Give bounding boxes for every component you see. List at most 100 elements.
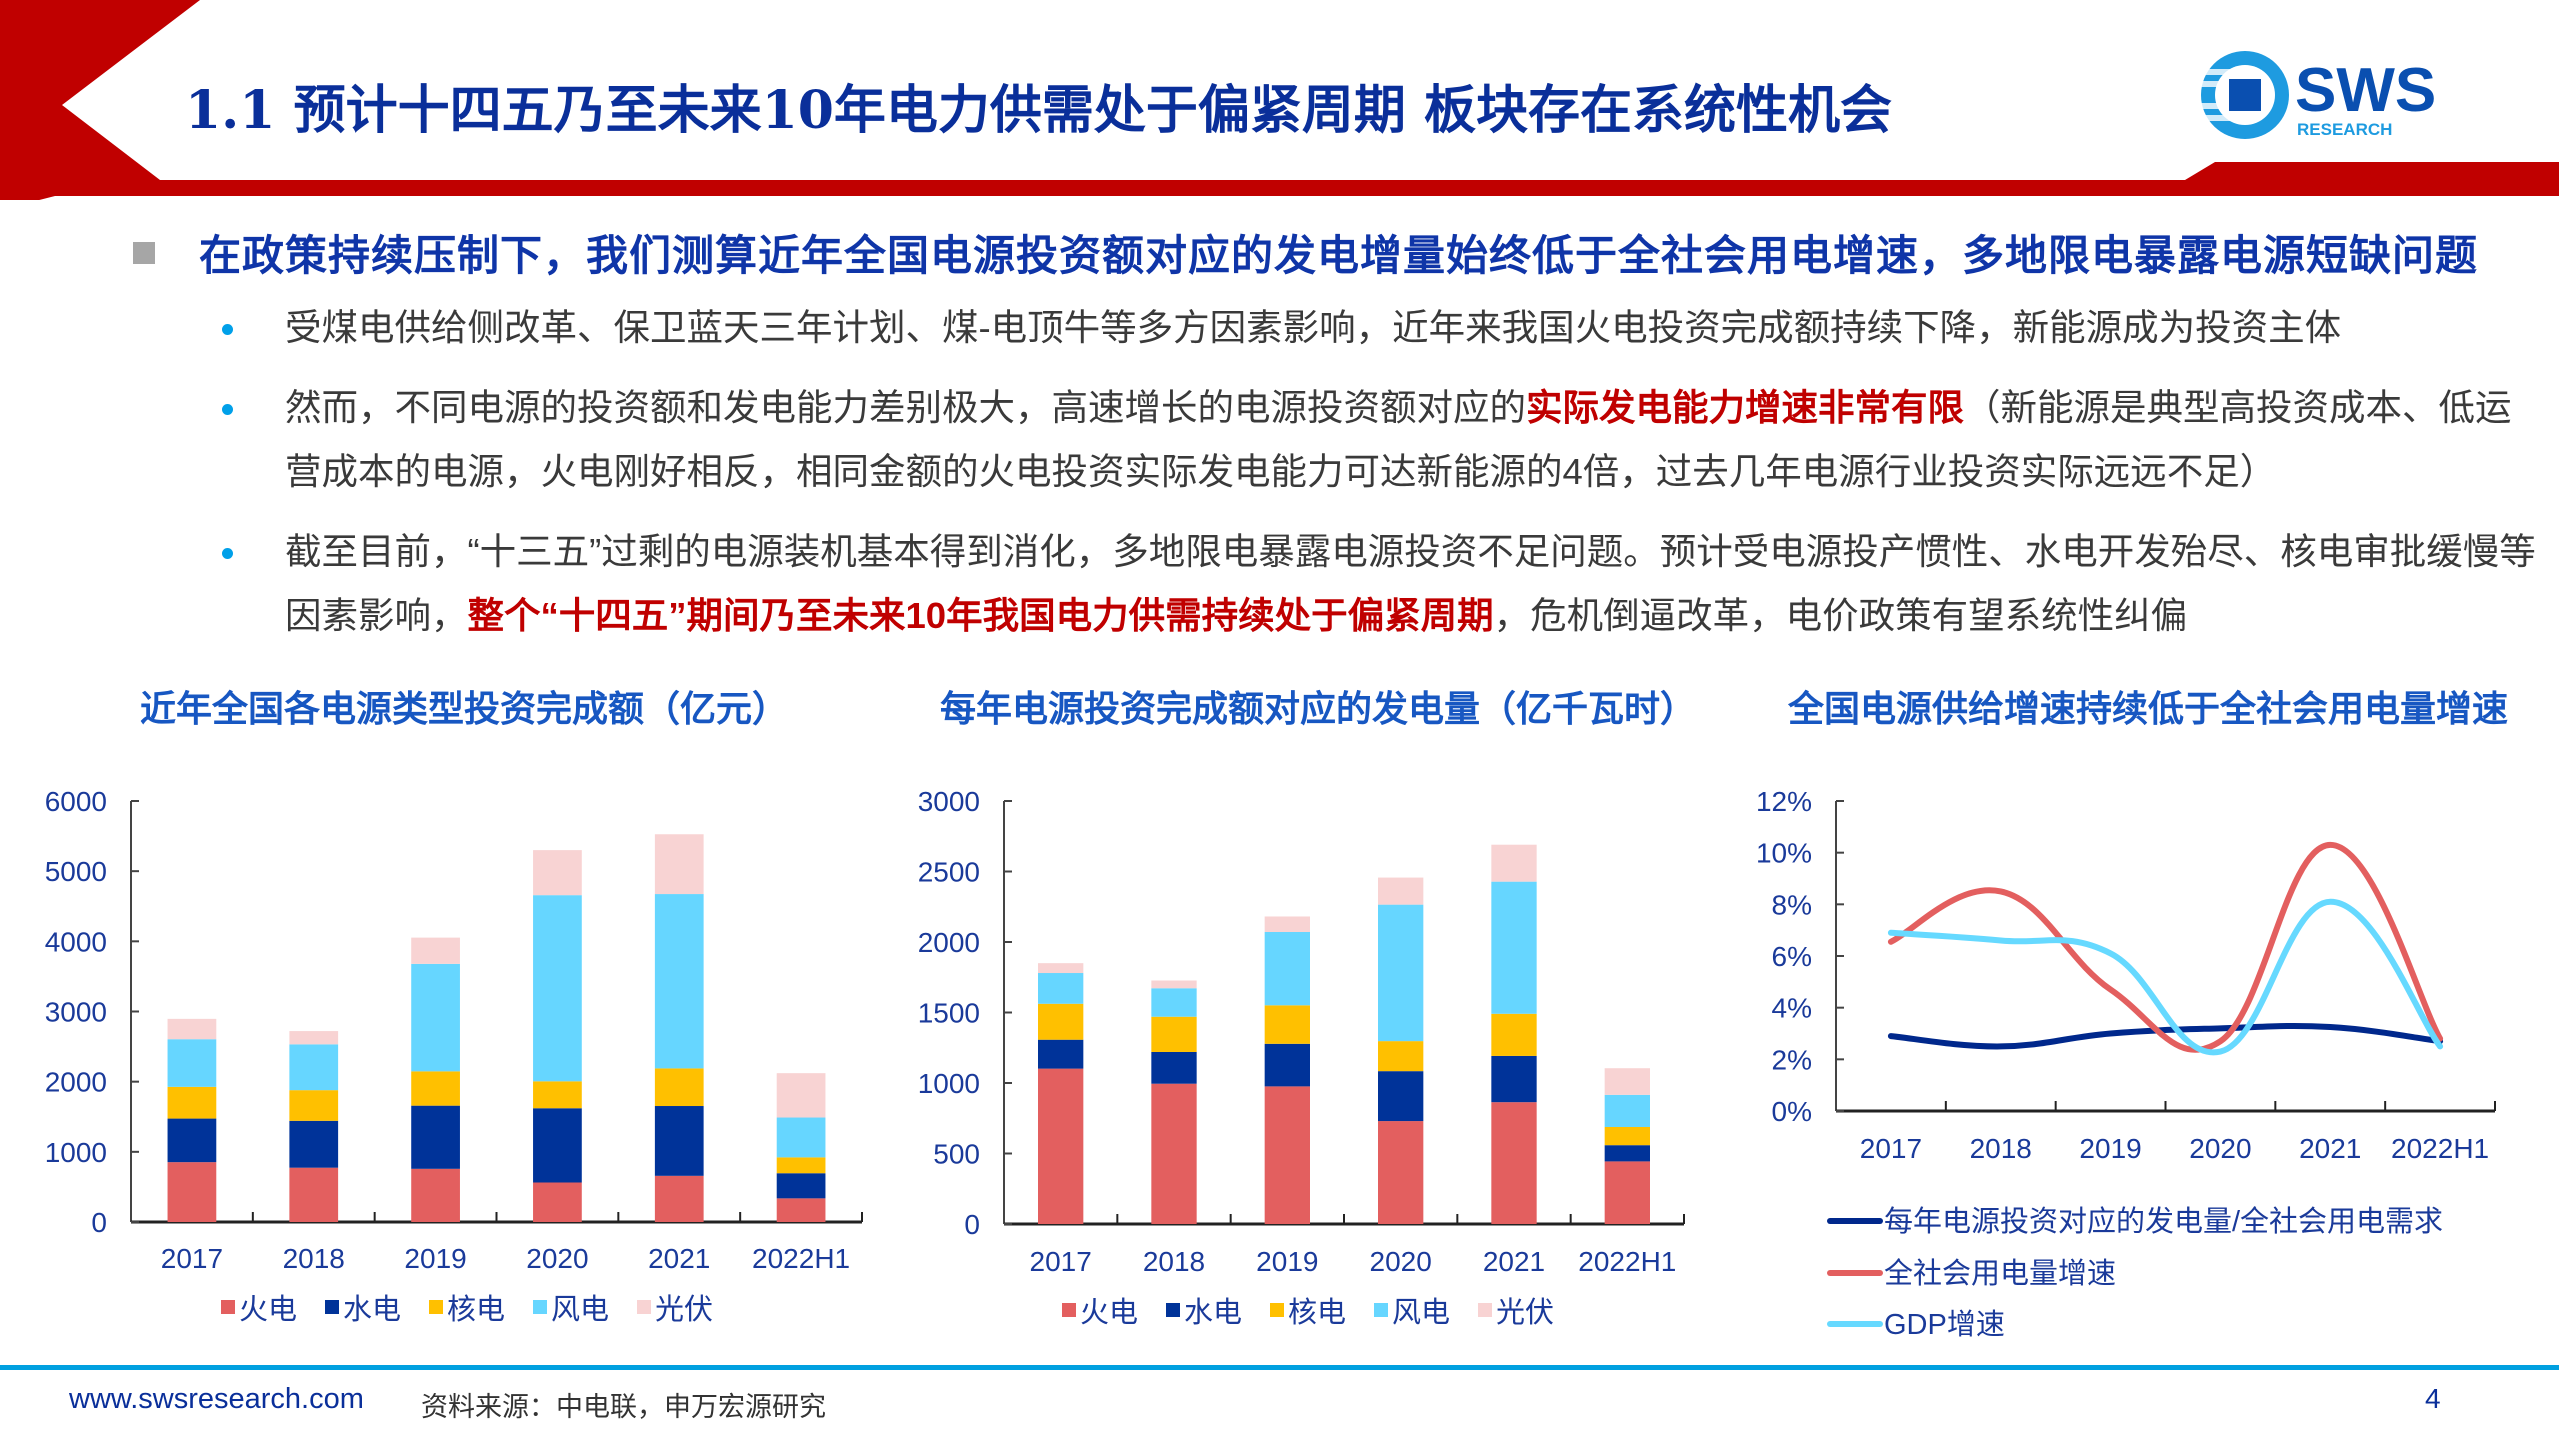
bullet-list: 受煤电供给侧改革、保卫蓝天三年计划、煤-电顶牛等多方因素影响，近年来我国火电投资…: [222, 296, 2542, 664]
bar-segment: [167, 1118, 217, 1163]
legend-label: 火电: [239, 1293, 297, 1326]
text-segment: （新能源是典型高投资成本、低运营成本的电源，火电刚好相反，相同金额的火电投资实际…: [285, 387, 2512, 492]
bar-segment: [1378, 1071, 1424, 1122]
headline-row: 在政策持续压制下，我们测算近年全国电源投资额对应的发电增量始终低于全社会用电增速…: [133, 222, 2478, 283]
bullet-text: 截至目前，“十三五”过剩的电源装机基本得到消化，多地限电暴露电源投资不足问题。预…: [285, 520, 2542, 648]
bar-segment: [1604, 1161, 1650, 1224]
legend-label: 风电: [1392, 1296, 1450, 1329]
x-tick-label: 2018: [283, 1243, 345, 1274]
bar-segment: [1038, 1039, 1084, 1069]
bar-segment: [1491, 1102, 1537, 1224]
chart-title-investment: 近年全国各电源类型投资完成额（亿元）: [140, 688, 789, 729]
bar-segment: [1604, 1068, 1650, 1095]
square-bullet-icon: [133, 241, 155, 264]
chart-title-growth: 全国电源供给增速持续低于全社会用电量增速: [1788, 688, 2509, 729]
bar-segment: [533, 850, 582, 896]
y-tick-label: 4000: [45, 926, 107, 957]
y-tick-label: 2%: [1772, 1044, 1812, 1075]
bullet-dot-icon: [222, 404, 233, 415]
y-tick-label: 10%: [1756, 838, 1812, 869]
legend-label: 光伏: [655, 1293, 713, 1326]
y-tick-label: 4%: [1772, 993, 1812, 1024]
bar-segment: [533, 1108, 582, 1183]
legend-swatch: [1478, 1303, 1492, 1317]
bar-segment: [411, 1168, 460, 1222]
bar-segment: [654, 894, 704, 1069]
legend-swatch: [1270, 1303, 1284, 1317]
text-segment: 然而，不同电源的投资额和发电能力差别极大，高速增长的电源投资额对应的: [285, 387, 1526, 428]
y-tick-label: 3000: [918, 786, 980, 817]
legend-label: 全社会用电量增速: [1884, 1257, 2116, 1290]
bar-segment: [1378, 904, 1424, 1042]
y-tick-label: 6%: [1772, 941, 1812, 972]
x-tick-label: 2018: [1970, 1133, 2032, 1164]
x-tick-label: 2021: [2299, 1133, 2361, 1164]
legend-swatch: [1374, 1303, 1388, 1317]
x-tick-label: 2019: [404, 1243, 466, 1274]
bar-segment: [654, 834, 704, 895]
y-tick-label: 0: [964, 1209, 980, 1240]
bar-segment: [1491, 1055, 1537, 1103]
bar-segment: [289, 1031, 339, 1045]
x-tick-label: 2021: [648, 1243, 710, 1274]
bar-segment: [1491, 844, 1537, 882]
x-tick-label: 2022H1: [2391, 1133, 2489, 1164]
legend-swatch: [1166, 1303, 1180, 1317]
bar-segment: [167, 1086, 217, 1119]
x-tick-label: 2017: [161, 1243, 223, 1274]
x-tick-label: 2022H1: [1578, 1246, 1676, 1277]
bar-segment: [167, 1018, 217, 1040]
bar-segment: [533, 895, 582, 1082]
text-segment: 截至目前，“十三五”过剩的电源装机基本得到消化，多地限电暴露电源投资不足问题。预…: [285, 531, 2536, 636]
series-line: [1887, 898, 2444, 1056]
x-tick-label: 2019: [1256, 1246, 1318, 1277]
page-number: 4: [2425, 1383, 2441, 1414]
bar-segment: [1151, 988, 1197, 1017]
y-tick-label: 0%: [1772, 1096, 1812, 1127]
header-chevron: [0, 0, 2559, 200]
bar-segment: [1491, 881, 1537, 1014]
x-tick-label: 2020: [526, 1243, 588, 1274]
bar-segment: [289, 1167, 339, 1222]
footer-website-link[interactable]: www.swsresearch.com: [69, 1383, 364, 1415]
legend-label: 核电: [447, 1293, 505, 1326]
y-tick-label: 5000: [45, 856, 107, 887]
bar-segment: [776, 1173, 826, 1199]
bar-segment: [1151, 1051, 1197, 1084]
legend-swatch: [325, 1300, 339, 1314]
bar-segment: [1151, 980, 1197, 989]
bar-segment: [1264, 1043, 1310, 1087]
y-tick-label: 1000: [918, 1068, 980, 1099]
bar-segment: [411, 1071, 460, 1106]
bar-segment: [776, 1117, 826, 1158]
legend-swatch: [1062, 1303, 1076, 1317]
bullet-text: 然而，不同电源的投资额和发电能力差别极大，高速增长的电源投资额对应的实际发电能力…: [285, 376, 2542, 504]
bar-segment: [776, 1073, 826, 1118]
x-tick-label: 2020: [2189, 1133, 2251, 1164]
legend-swatch: [637, 1300, 651, 1314]
bar-segment: [1264, 1005, 1310, 1044]
x-tick-label: 2017: [1860, 1133, 1922, 1164]
y-tick-label: 6000: [45, 786, 107, 817]
bar-segment: [411, 963, 460, 1072]
bar-segment: [1378, 877, 1424, 905]
y-tick-label: 3000: [45, 997, 107, 1028]
y-tick-label: 2000: [918, 927, 980, 958]
x-tick-label: 2022H1: [752, 1243, 850, 1274]
bar-segment: [1264, 931, 1310, 1006]
highlight-text: 整个“十四五”期间乃至未来10年我国电力供需持续处于偏紧周期: [467, 595, 1494, 636]
bar-segment: [1264, 916, 1310, 932]
headline: 在政策持续压制下，我们测算近年全国电源投资额对应的发电增量始终低于全社会用电增速…: [199, 232, 2479, 279]
bullet-dot-icon: [222, 548, 233, 559]
bar-segment: [411, 937, 460, 964]
footer-divider: [0, 1365, 2559, 1370]
legend-label: 水电: [1184, 1296, 1242, 1329]
bar-segment: [167, 1162, 217, 1222]
bullet-item: 然而，不同电源的投资额和发电能力差别极大，高速增长的电源投资额对应的实际发电能力…: [222, 376, 2542, 504]
legend-label: GDP增速: [1884, 1308, 2005, 1341]
legend-label: 光伏: [1496, 1296, 1554, 1329]
y-tick-label: 1000: [45, 1137, 107, 1168]
bullet-item: 受煤电供给侧改革、保卫蓝天三年计划、煤-电顶牛等多方因素影响，近年来我国火电投资…: [222, 296, 2542, 360]
bar-segment: [289, 1044, 339, 1091]
